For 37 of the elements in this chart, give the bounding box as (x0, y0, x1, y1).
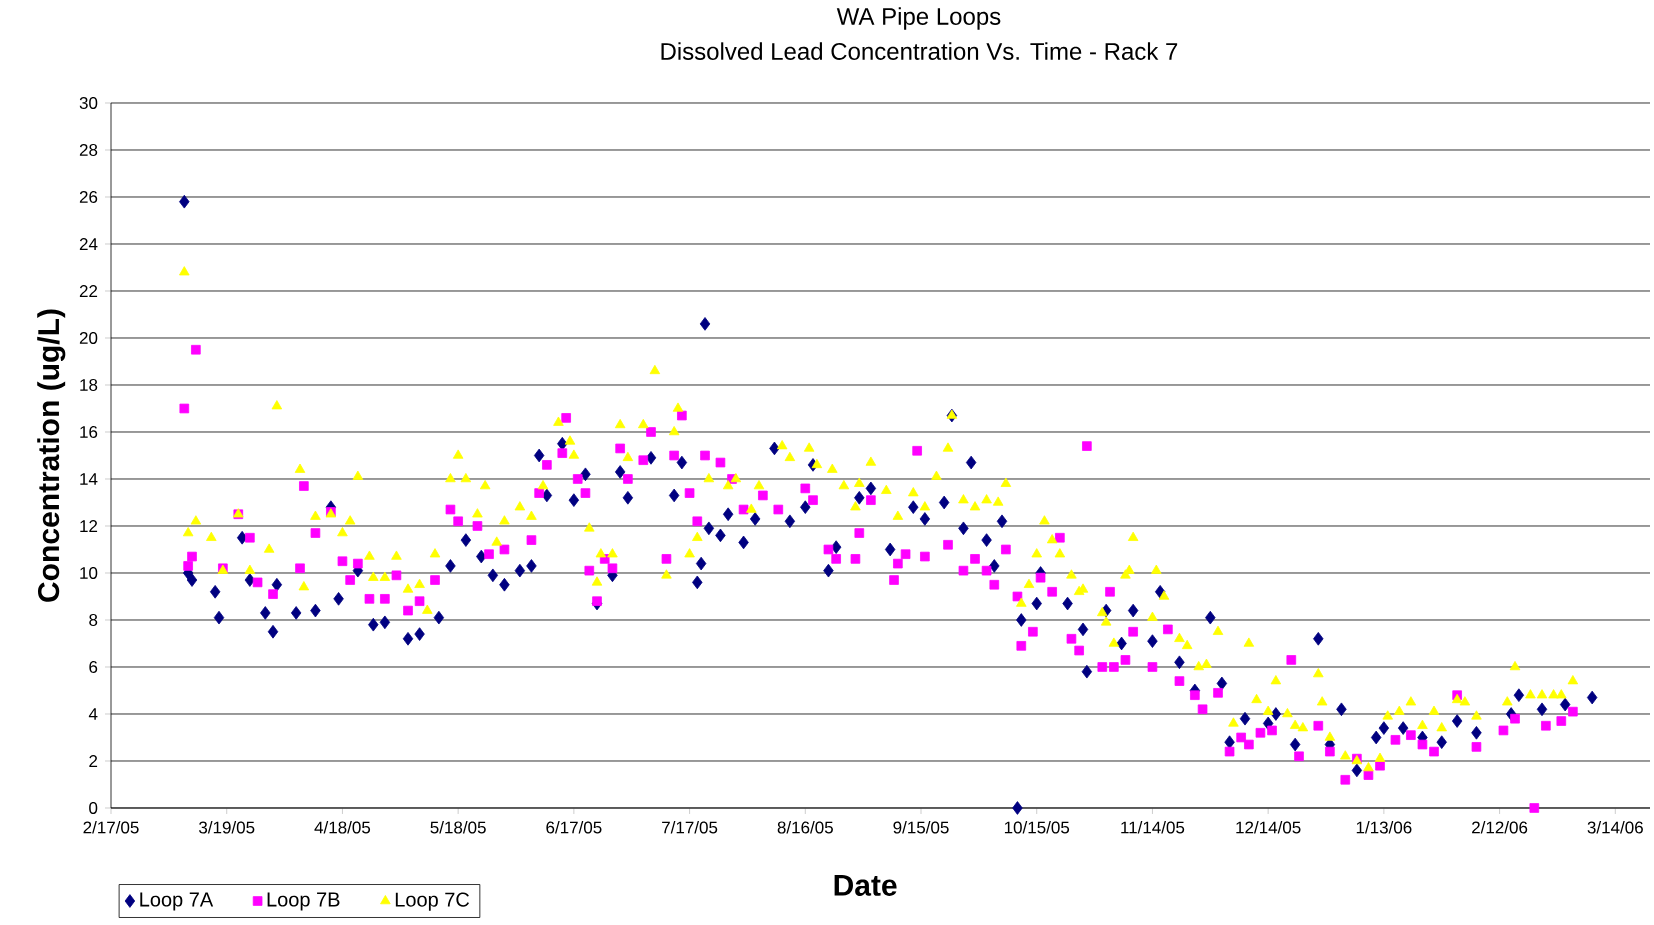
y-tick-label: 14 (80, 473, 98, 485)
x-tick-label: 8/16/05 (777, 821, 833, 834)
legend-label: Loop 7A (140, 892, 214, 911)
x-tick-label: 12/14/05 (1236, 821, 1301, 834)
y-axis-title: Concentration (ug/L) (37, 309, 66, 602)
x-axis-title: Date (834, 874, 897, 896)
y-tick-label: 18 (80, 378, 98, 391)
x-tick-label: 2/17/05 (83, 821, 139, 834)
chart-subtitle: Dissolved Lead Concentration Vs. Time - Rack 7 (661, 42, 1178, 60)
legend-label: Loop 7B (267, 892, 340, 911)
x-tick-label: 3/19/05 (199, 821, 255, 834)
y-tick-label: 0 (89, 801, 98, 814)
y-tick-label: 24 (79, 238, 98, 250)
x-tick-label: 10/15/05 (1004, 821, 1070, 834)
y-tick-label: 28 (79, 143, 98, 156)
x-tick-label: 9/15/05 (893, 821, 949, 834)
chart-title: WA Pipe Loops (836, 7, 1001, 30)
y-tick-label: 20 (79, 331, 98, 344)
y-tick-label: 10 (80, 566, 98, 579)
x-tick-label: 2/12/06 (1472, 821, 1528, 834)
x-tick-label: 5/18/05 (430, 821, 486, 834)
y-tick-label: 30 (79, 96, 98, 109)
x-tick-label: 3/14/06 (1587, 821, 1643, 834)
y-tick-label: 6 (89, 660, 98, 673)
y-tick-label: 12 (80, 520, 98, 532)
x-tick-label: 4/18/05 (314, 821, 371, 834)
y-tick-label: 26 (79, 190, 98, 203)
x-tick-label: 1/13/06 (1356, 821, 1412, 834)
x-tick-label: 7/17/05 (662, 821, 718, 834)
y-tick-label: 4 (88, 708, 98, 720)
y-tick-label: 8 (89, 613, 98, 626)
legend-label: Loop 7C (395, 892, 470, 911)
x-tick-label: 11/14/05 (1121, 821, 1185, 834)
y-tick-label: 16 (80, 425, 98, 438)
y-tick-label: 22 (79, 285, 98, 297)
x-tick-label: 6/17/05 (546, 821, 602, 834)
y-tick-label: 2 (89, 755, 98, 767)
